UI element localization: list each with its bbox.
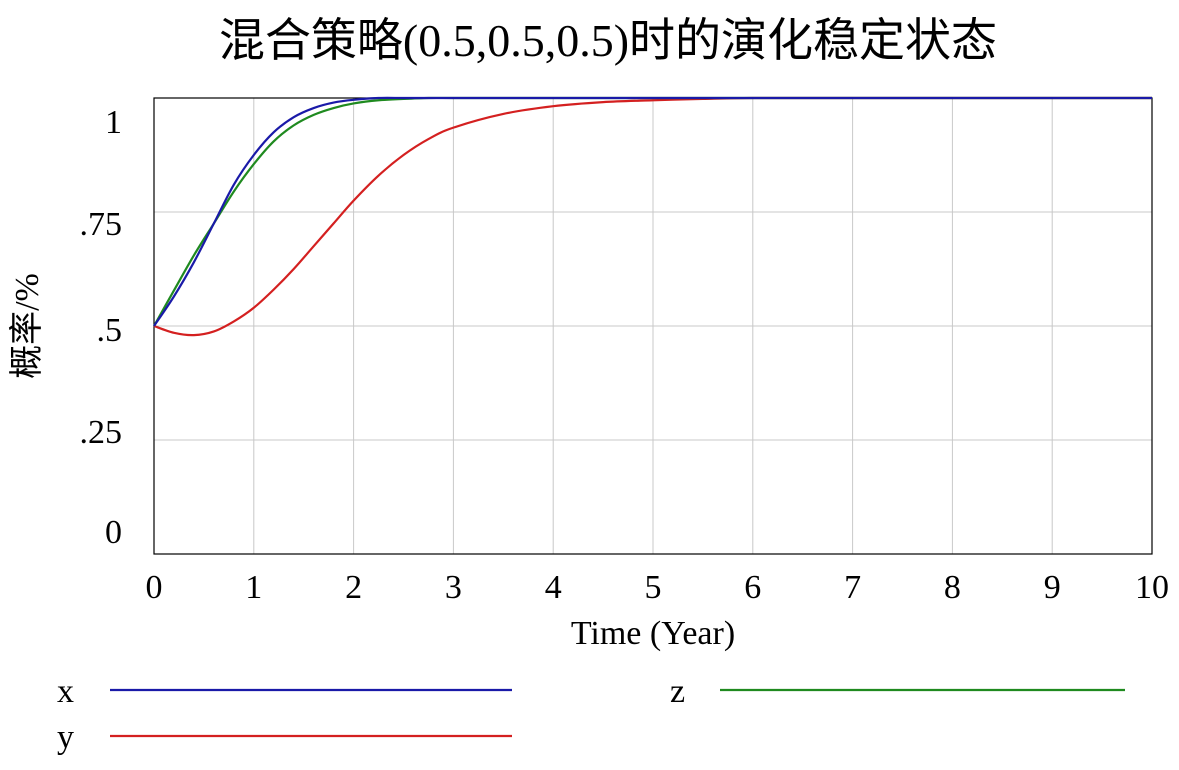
x-tick-label: 0 <box>146 569 163 606</box>
x-tick-label: 1 <box>245 569 262 606</box>
x-tick-label: 5 <box>645 569 662 606</box>
chart-title: 混合策略(0.5,0.5,0.5)时的演化稳定状态 <box>219 15 997 66</box>
x-tick-label: 6 <box>744 569 761 606</box>
x-tick-label: 4 <box>545 569 562 606</box>
x-tick-label: 2 <box>345 569 362 606</box>
series-layer <box>153 96 1152 337</box>
y-tick-label: .75 <box>80 206 123 243</box>
x-axis-label: Time (Year) <box>571 615 735 652</box>
y-axis-label: 概率/% <box>8 273 46 379</box>
y-tick-label: .5 <box>97 312 123 349</box>
x-axis-ticks: 0 1 2 3 4 5 6 7 8 9 10 <box>146 569 1170 606</box>
legend: x z y <box>57 673 1125 756</box>
y-axis-ticks: 0 .25 .5 .75 1 <box>80 104 123 551</box>
series-line-x <box>153 96 1152 327</box>
legend-label-z: z <box>670 673 685 710</box>
legend-label-x: x <box>57 673 74 710</box>
grid-lines <box>153 98 1153 554</box>
x-tick-label: 3 <box>445 569 462 606</box>
x-tick-label: 9 <box>1044 569 1061 606</box>
y-tick-label: 0 <box>105 514 122 551</box>
x-tick-label: 10 <box>1135 569 1169 606</box>
y-tick-label: 1 <box>105 104 122 141</box>
x-tick-label: 7 <box>844 569 861 606</box>
legend-label-y: y <box>57 719 74 756</box>
y-tick-label: .25 <box>80 414 123 451</box>
x-tick-label: 8 <box>944 569 961 606</box>
